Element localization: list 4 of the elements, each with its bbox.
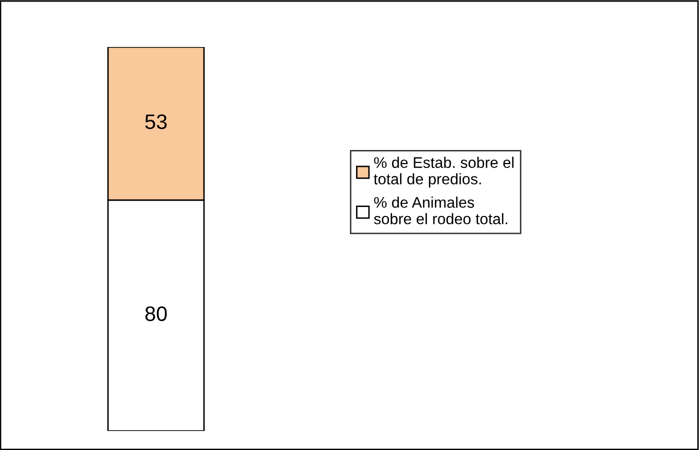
legend-label: % de Estab. sobre el total de predios.: [374, 156, 514, 188]
data-label: 53: [145, 114, 167, 130]
data-label: 80: [145, 306, 167, 322]
legend-label: % de Animales sobre el rodeo total.: [374, 196, 508, 224]
